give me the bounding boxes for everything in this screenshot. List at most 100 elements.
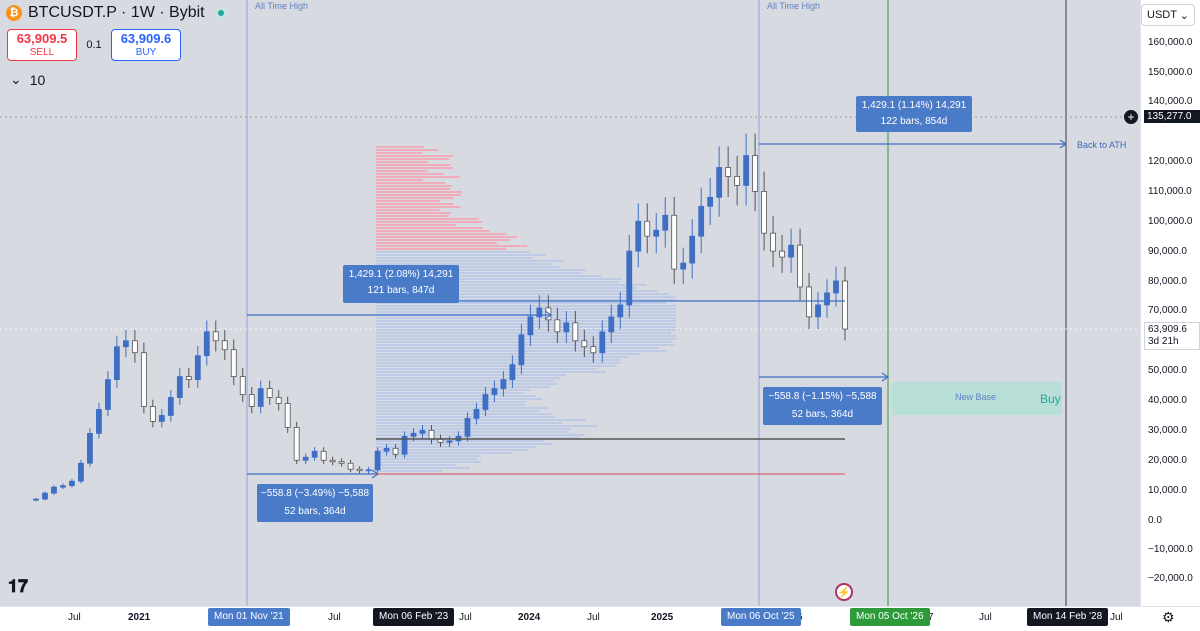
last-price-tag: 63,909.6 3d 21h xyxy=(1144,322,1200,350)
volume-profile-bar xyxy=(376,230,490,232)
price-tick: 80,000.0 xyxy=(1148,276,1187,287)
candle xyxy=(438,439,443,442)
volume-profile-bar xyxy=(376,239,510,241)
candle xyxy=(177,377,182,398)
candle xyxy=(168,398,173,416)
candle xyxy=(60,486,65,487)
sell-label: SELL xyxy=(30,47,54,58)
volume-profile-bar xyxy=(376,461,481,463)
measure-box-3[interactable]: −558.8 (−3.49%) −5,588 52 bars, 364d xyxy=(257,484,373,522)
buy-button[interactable]: 63,909.6 BUY xyxy=(111,29,181,61)
time-axis[interactable] xyxy=(0,606,1200,631)
candle xyxy=(690,236,695,263)
volume-profile-bar xyxy=(376,446,535,448)
measure-box-4[interactable]: −558.8 (−1.15%) −5,588 52 bars, 364d xyxy=(763,387,882,425)
volume-profile-bar xyxy=(376,371,606,373)
candle xyxy=(528,317,533,335)
volume-profile-bar xyxy=(376,464,455,466)
chart-area[interactable]: ₿ BTCUSDT.P · 1W · Bybit 63,909.5 SELL 0… xyxy=(0,0,1140,606)
volume-profile-bar xyxy=(376,242,497,244)
candle xyxy=(780,251,785,257)
volume-profile-bar xyxy=(376,317,676,319)
price-tick: 50,000.0 xyxy=(1148,365,1187,376)
volume-profile-bar xyxy=(376,467,470,469)
volume-profile-bar xyxy=(376,191,462,193)
candle xyxy=(474,409,479,418)
price-tick: 0.0 xyxy=(1148,515,1162,526)
volume-profile-bar xyxy=(376,152,422,154)
candle xyxy=(240,377,245,395)
candle xyxy=(510,365,515,380)
volume-profile-bar xyxy=(376,221,482,223)
ath-label-right: All Time High xyxy=(767,1,820,11)
back-to-ath-label: Back to ATH xyxy=(1077,140,1126,150)
candle xyxy=(213,332,218,341)
quantity-value[interactable]: 0.1 xyxy=(85,39,103,51)
measure-box-2[interactable]: 1,429.1 (1.14%) 14,291 122 bars, 854d xyxy=(856,96,972,132)
buy-label: BUY xyxy=(136,47,157,58)
candle xyxy=(222,341,227,350)
candle xyxy=(294,427,299,460)
volume-profile-bar xyxy=(376,398,542,400)
volume-profile-bar xyxy=(376,155,453,157)
candle xyxy=(321,451,326,460)
price-tick: 20,000.0 xyxy=(1148,455,1187,466)
candle xyxy=(447,441,452,442)
price-tick: −10,000.0 xyxy=(1148,544,1193,555)
volume-profile-bar xyxy=(376,455,481,457)
candle xyxy=(582,341,587,347)
candle xyxy=(42,493,47,499)
tradingview-logo[interactable]: 𝟏𝟕 xyxy=(8,576,28,597)
candle xyxy=(465,418,470,436)
volume-profile xyxy=(376,146,676,472)
symbol-header[interactable]: ₿ BTCUSDT.P · 1W · Bybit xyxy=(6,4,227,22)
candle xyxy=(573,323,578,341)
indicators-toggle[interactable]: ⌄ 10 xyxy=(10,71,45,88)
symbol-title[interactable]: BTCUSDT.P · 1W · Bybit xyxy=(28,4,205,22)
time-label: 2021 xyxy=(128,612,150,623)
candle xyxy=(429,430,434,439)
volume-profile-bar xyxy=(376,308,676,310)
price-chart[interactable] xyxy=(0,0,1140,606)
volume-profile-bar xyxy=(376,224,456,226)
add-alert-icon[interactable]: + xyxy=(1124,110,1138,124)
candle xyxy=(699,206,704,236)
candle xyxy=(717,167,722,197)
candle xyxy=(492,389,497,395)
volume-profile-bar xyxy=(376,236,517,238)
volume-profile-bar xyxy=(376,383,558,385)
volume-profile-bar xyxy=(376,347,659,349)
currency-selector[interactable]: USDT ⌄ xyxy=(1141,4,1195,26)
candle xyxy=(771,233,776,251)
sell-button[interactable]: 63,909.5 SELL xyxy=(7,29,77,61)
candle xyxy=(204,332,209,356)
candle xyxy=(330,460,335,461)
measure-box-1[interactable]: 1,429.1 (2.08%) 14,291 121 bars, 847d xyxy=(343,265,459,303)
volume-profile-bar xyxy=(376,227,483,229)
price-tick: 30,000.0 xyxy=(1148,425,1187,436)
volume-profile-bar xyxy=(376,311,676,313)
price-tick: 140,000.0 xyxy=(1148,96,1193,107)
gear-icon[interactable]: ⚙ xyxy=(1162,609,1175,626)
sell-price: 63,909.5 xyxy=(17,32,68,46)
volume-profile-bar xyxy=(376,401,526,403)
lightning-icon[interactable]: ⚡ xyxy=(835,583,853,601)
candle xyxy=(708,197,713,206)
candle xyxy=(393,448,398,454)
volume-profile-bar xyxy=(376,197,453,199)
price-tick: 160,000.0 xyxy=(1148,37,1193,48)
volume-profile-bar xyxy=(376,377,561,379)
candle xyxy=(141,353,146,407)
volume-profile-bar xyxy=(376,470,442,472)
date-badge-support: Mon 06 Feb '23 xyxy=(373,608,454,626)
volume-profile-bar xyxy=(376,449,528,451)
volume-profile-bar xyxy=(376,320,676,322)
candle xyxy=(420,430,425,433)
last-price-value: 63,909.6 xyxy=(1148,324,1196,336)
candle xyxy=(834,281,839,293)
volume-profile-bar xyxy=(376,203,453,205)
price-tick: 100,000.0 xyxy=(1148,216,1193,227)
volume-profile-bar xyxy=(376,458,477,460)
volume-profile-bar xyxy=(376,233,506,235)
time-label: Jul xyxy=(1110,612,1123,623)
